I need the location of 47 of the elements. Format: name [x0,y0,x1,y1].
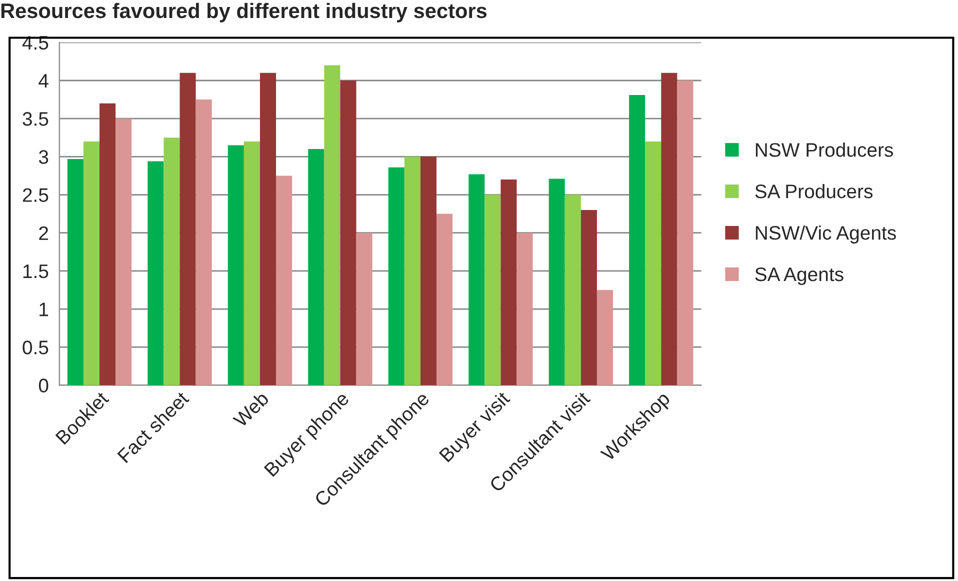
bar [356,232,372,386]
bar [244,141,260,386]
bar [196,100,212,386]
bar [677,80,694,386]
bar [484,194,501,386]
bar [148,161,164,386]
y-tick-label: 2.5 [22,188,48,202]
bar [596,290,613,386]
bar [404,156,420,386]
bar [83,141,100,386]
bar [180,72,196,386]
x-tick-label: Web [232,390,270,428]
bar [308,149,324,386]
bar [661,72,678,386]
bar [516,232,533,386]
bar [645,141,662,386]
bar [436,214,453,386]
legend-label: SA Producers [755,184,873,198]
bar [228,145,244,386]
legend-label: NSW/Vic Agents [756,225,896,244]
bar [324,65,340,386]
legend-label: NSW Producers [756,142,894,157]
y-tick-label: 1 [40,302,48,316]
y-tick-label: 3.5 [22,112,48,126]
bar [468,174,485,386]
bar [67,158,84,386]
y-tick-label: 2 [39,226,48,240]
legend-label: SA Agents [755,267,844,286]
bar [548,178,565,386]
bar [116,118,132,386]
y-tick-label: 4 [38,74,48,88]
bar [388,167,404,386]
bar [260,72,276,386]
y-tick-label: 1.5 [23,264,48,278]
bar [100,103,116,386]
y-tick-label: 0 [38,378,48,392]
bar [276,176,292,386]
bar [340,80,356,386]
bar [629,94,646,386]
bar [580,210,597,386]
bar [164,138,180,386]
chart-title: Resources favoured by different industry sectors [1,2,487,22]
y-tick-label: 0.5 [22,340,48,354]
bar [420,156,436,386]
bar [564,194,581,386]
bar [500,180,517,386]
y-tick-label: 3 [38,150,48,164]
